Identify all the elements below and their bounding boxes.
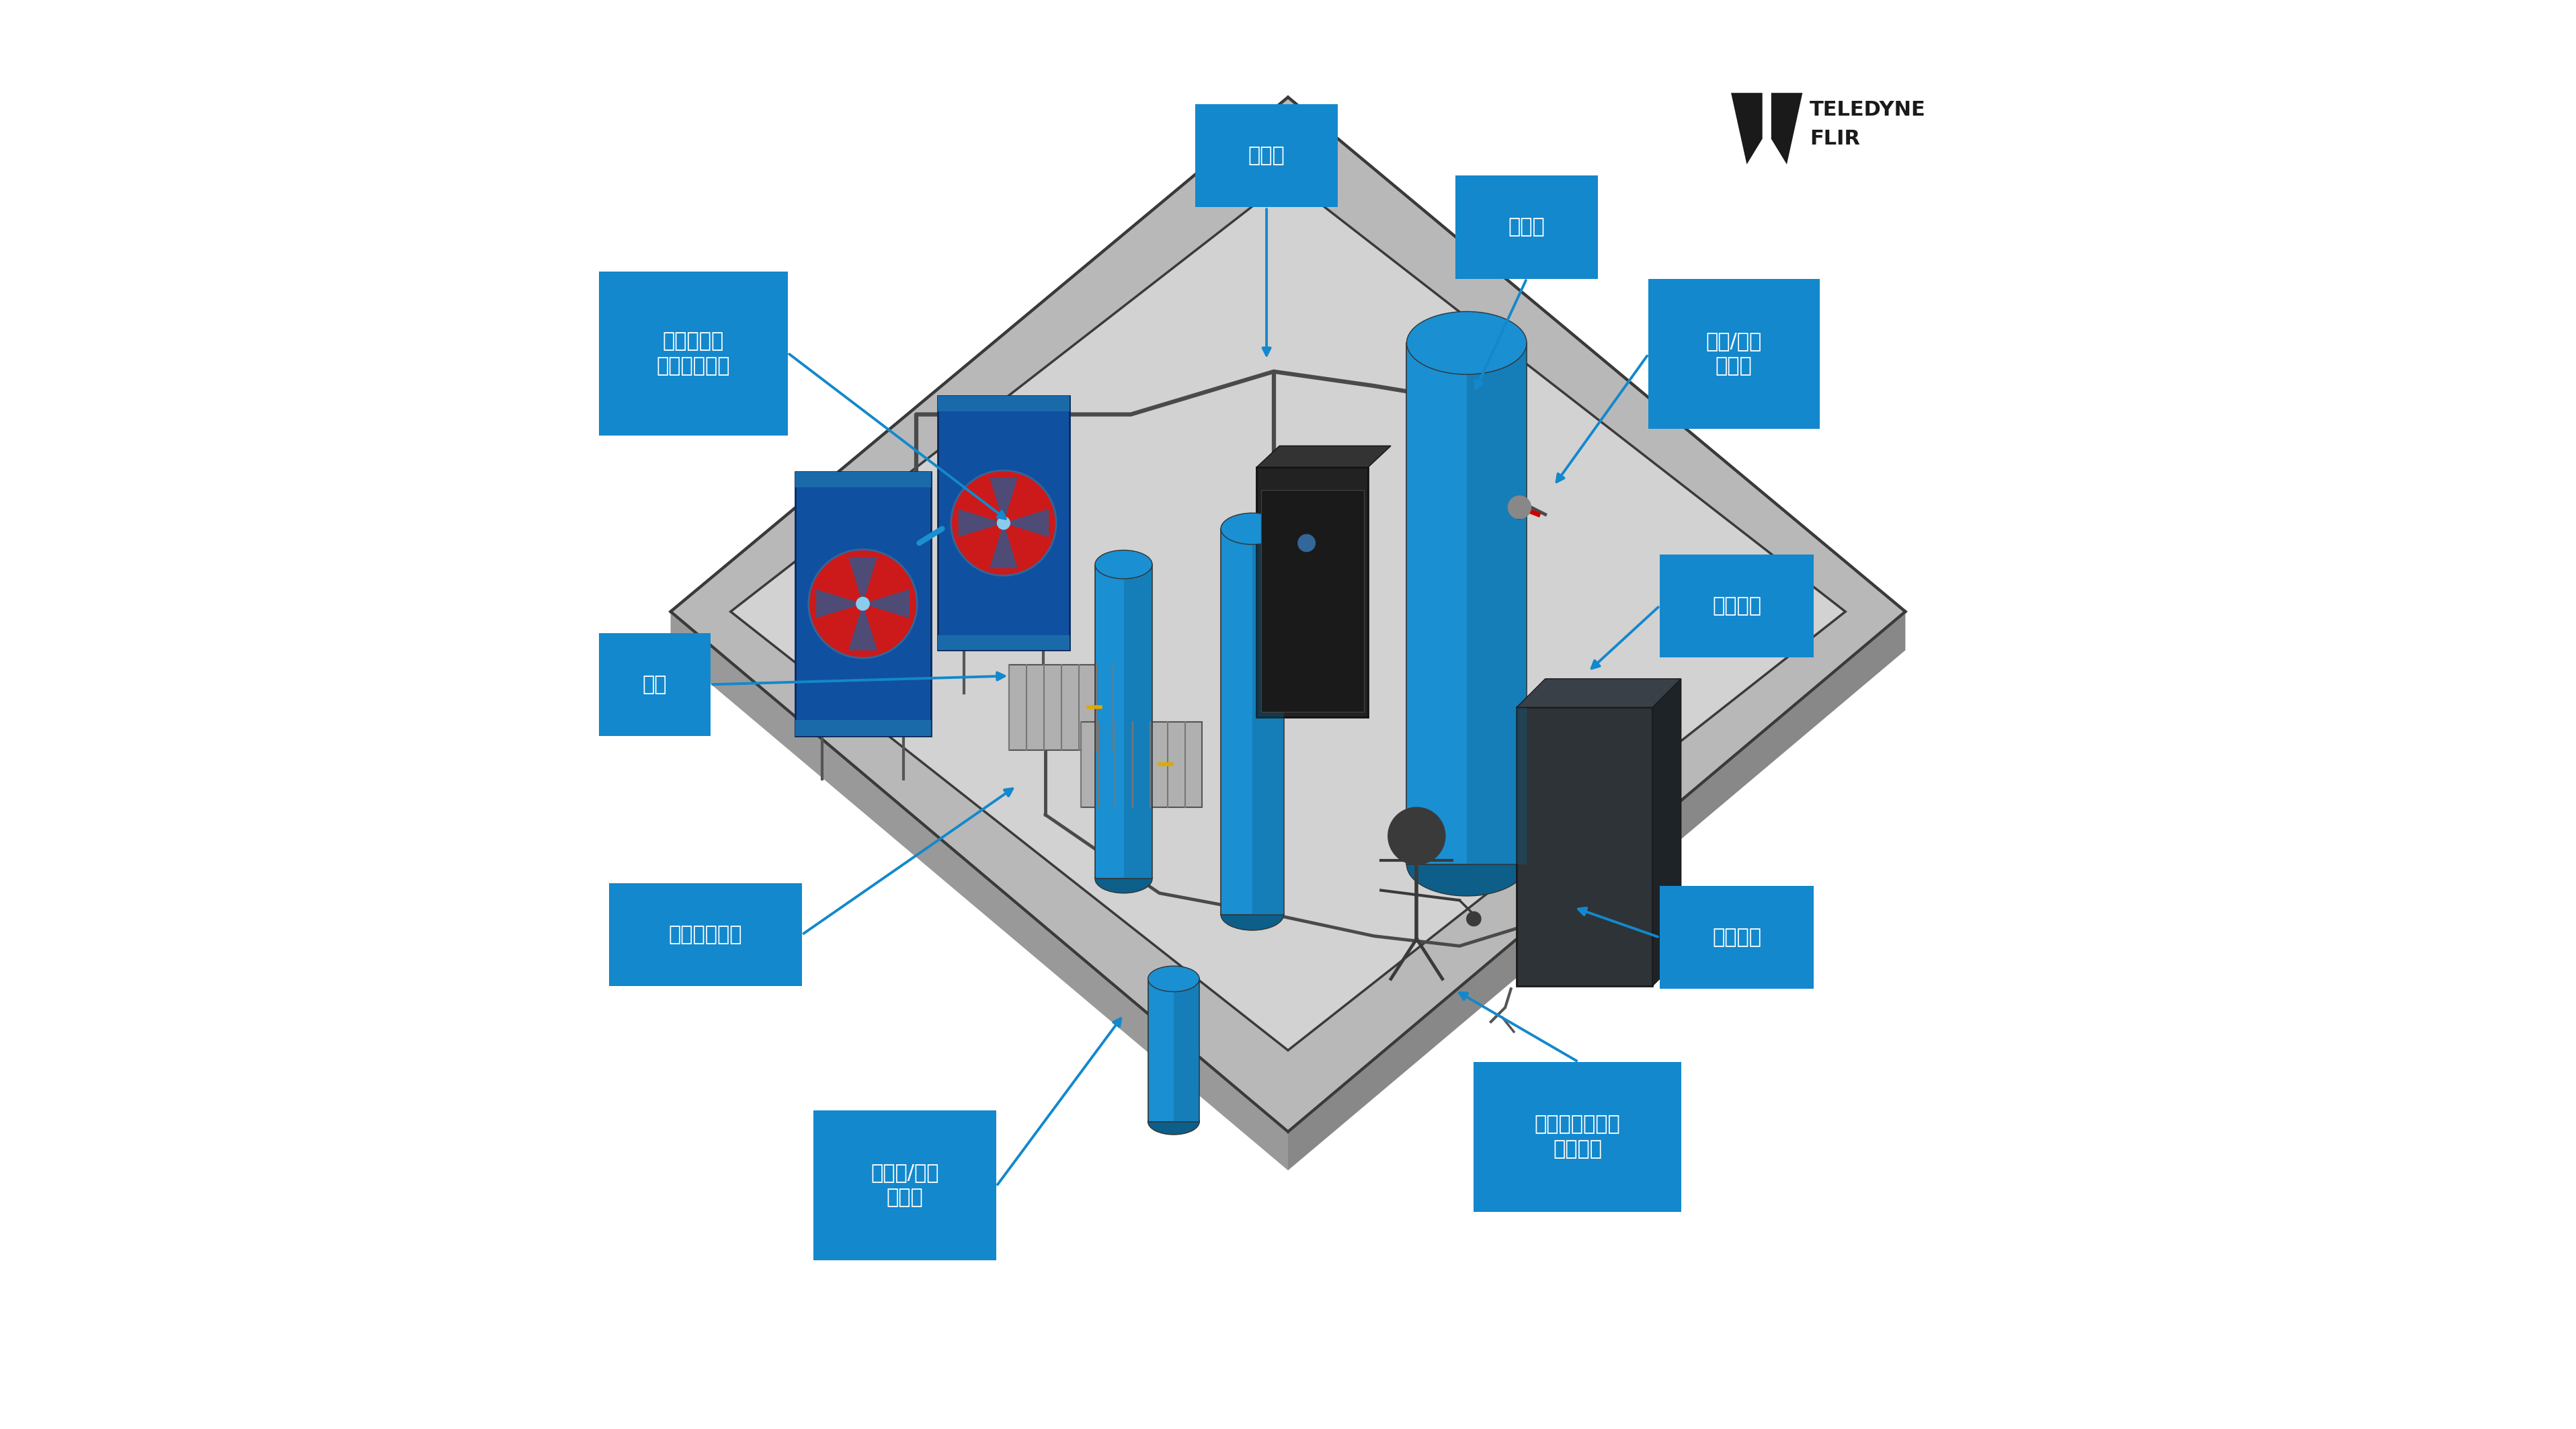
- Ellipse shape: [1095, 550, 1151, 579]
- FancyBboxPatch shape: [600, 272, 788, 436]
- Text: 后冷却器和
润滑剂冷却器: 后冷却器和 润滑剂冷却器: [657, 332, 729, 376]
- Polygon shape: [848, 604, 878, 650]
- Text: 过滤器、调节器
和润滑器: 过滤器、调节器 和润滑器: [1535, 1115, 1620, 1159]
- Polygon shape: [817, 589, 863, 619]
- Bar: [1095, 564, 1151, 879]
- Polygon shape: [1175, 979, 1200, 1122]
- FancyBboxPatch shape: [796, 720, 930, 736]
- Text: 压缩机空气端: 压缩机空气端: [670, 925, 742, 945]
- Ellipse shape: [1095, 865, 1151, 893]
- Text: TELEDYNE: TELEDYNE: [1811, 100, 1927, 120]
- Ellipse shape: [1149, 1109, 1200, 1135]
- Polygon shape: [1772, 93, 1803, 164]
- Circle shape: [1298, 534, 1316, 552]
- Polygon shape: [1651, 679, 1682, 986]
- Ellipse shape: [1149, 966, 1200, 992]
- Polygon shape: [1257, 446, 1391, 467]
- Polygon shape: [989, 477, 1018, 523]
- Text: 压力/流量
控制器: 压力/流量 控制器: [1705, 332, 1762, 376]
- Bar: [1406, 343, 1528, 865]
- Text: FLIR: FLIR: [1811, 129, 1860, 149]
- Circle shape: [997, 517, 1010, 529]
- Polygon shape: [863, 589, 909, 619]
- Ellipse shape: [1221, 899, 1283, 930]
- Ellipse shape: [1406, 312, 1528, 374]
- Polygon shape: [670, 612, 1288, 1170]
- Circle shape: [1388, 807, 1445, 865]
- Polygon shape: [1288, 612, 1906, 1170]
- Polygon shape: [1731, 93, 1762, 164]
- Polygon shape: [1762, 93, 1772, 139]
- Ellipse shape: [1406, 833, 1528, 896]
- Polygon shape: [989, 523, 1018, 569]
- Circle shape: [951, 470, 1056, 576]
- FancyBboxPatch shape: [796, 472, 930, 487]
- Polygon shape: [1252, 529, 1283, 915]
- FancyBboxPatch shape: [1473, 1062, 1682, 1212]
- Polygon shape: [1466, 343, 1528, 865]
- FancyBboxPatch shape: [1659, 554, 1814, 657]
- Circle shape: [1466, 912, 1481, 926]
- FancyBboxPatch shape: [938, 634, 1069, 650]
- Polygon shape: [958, 509, 1005, 537]
- Circle shape: [1507, 496, 1530, 519]
- Text: 润滑剂/空气
分离器: 润滑剂/空气 分离器: [871, 1163, 940, 1208]
- Bar: [1221, 529, 1283, 915]
- FancyBboxPatch shape: [1195, 104, 1337, 207]
- FancyBboxPatch shape: [1659, 886, 1814, 989]
- FancyBboxPatch shape: [608, 883, 801, 986]
- Polygon shape: [670, 97, 1906, 1132]
- Text: 电机: 电机: [641, 674, 667, 694]
- FancyBboxPatch shape: [796, 472, 930, 736]
- Circle shape: [855, 597, 868, 610]
- FancyBboxPatch shape: [1082, 722, 1203, 807]
- FancyBboxPatch shape: [1257, 467, 1368, 717]
- FancyBboxPatch shape: [938, 396, 1069, 650]
- Text: 分配系统: 分配系统: [1713, 596, 1762, 616]
- FancyBboxPatch shape: [1649, 279, 1819, 429]
- FancyBboxPatch shape: [1260, 490, 1363, 712]
- Bar: [1149, 979, 1200, 1122]
- Polygon shape: [1005, 509, 1048, 537]
- FancyBboxPatch shape: [1455, 176, 1597, 279]
- Text: 气动工具: 气动工具: [1713, 927, 1762, 947]
- Polygon shape: [848, 557, 878, 604]
- Polygon shape: [1123, 564, 1151, 879]
- Text: 干燥器: 干燥器: [1249, 146, 1285, 166]
- FancyBboxPatch shape: [1010, 664, 1131, 750]
- FancyBboxPatch shape: [814, 1110, 997, 1260]
- Polygon shape: [732, 179, 1844, 1050]
- Text: 储气罐: 储气罐: [1510, 217, 1546, 237]
- FancyBboxPatch shape: [938, 396, 1069, 412]
- FancyBboxPatch shape: [1517, 707, 1651, 986]
- FancyBboxPatch shape: [600, 633, 711, 736]
- Polygon shape: [1517, 679, 1682, 707]
- Ellipse shape: [1221, 513, 1283, 544]
- Circle shape: [809, 550, 917, 657]
